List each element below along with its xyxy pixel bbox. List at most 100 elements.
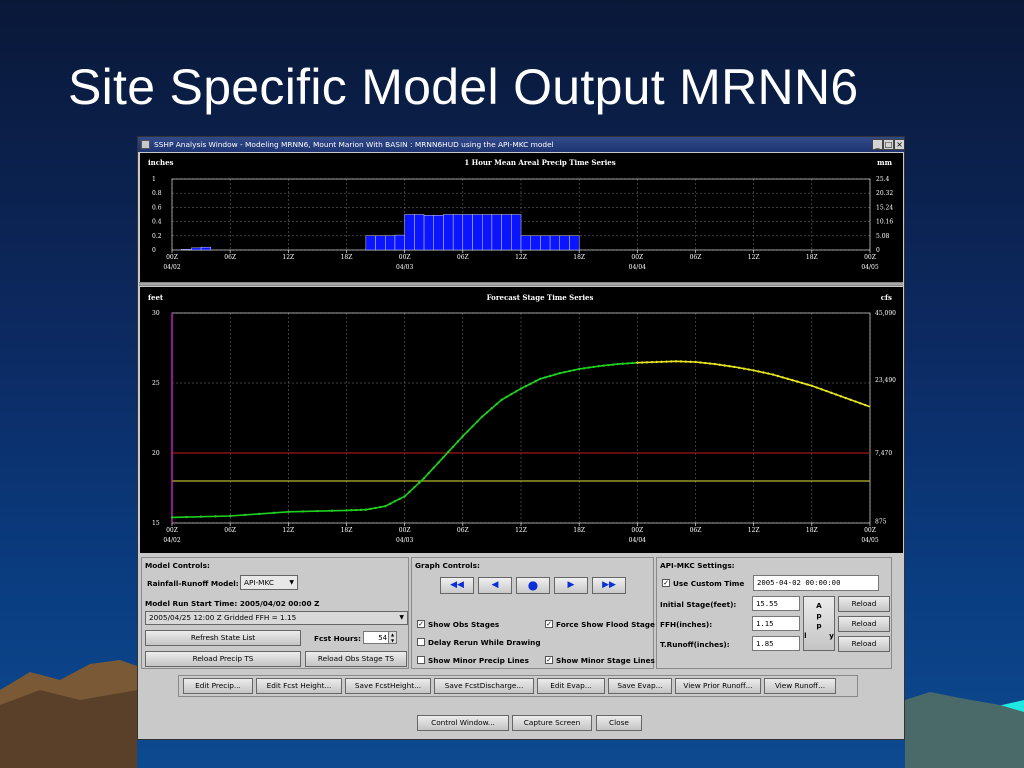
stage-point — [640, 361, 644, 364]
precip-bar — [511, 214, 522, 251]
x-tick-label: 18Z — [341, 254, 353, 261]
t-runoff-label: T.Runoff(inches): — [660, 640, 730, 649]
graph-option-checkbox[interactable]: ✓ — [417, 620, 425, 628]
x-tick-label: 06Z — [690, 254, 702, 261]
control-window-button[interactable]: Control Window... — [417, 715, 509, 731]
reload-precip-button[interactable]: Reload Precip TS — [145, 651, 301, 667]
maximize-icon[interactable]: □ — [883, 139, 894, 150]
precip-bar — [433, 215, 444, 251]
split-pane-divider[interactable] — [139, 282, 903, 286]
model-controls-panel: Model Controls: Rainfall-Runoff Model: A… — [141, 557, 409, 669]
reload-stage-button[interactable]: Reload — [838, 596, 890, 612]
fast-forward-button[interactable]: ▶▶ — [592, 577, 626, 594]
capture-screen-button[interactable]: Capture Screen — [512, 715, 592, 731]
stage-point — [364, 508, 368, 511]
window-menu-icon[interactable] — [141, 140, 150, 149]
stage-point — [650, 360, 654, 364]
precip-bar — [394, 234, 405, 251]
precip-y-tick-right: 25.4 — [876, 176, 890, 183]
stage-point — [611, 363, 615, 366]
stage-point — [728, 365, 731, 368]
close-icon[interactable]: × — [894, 139, 904, 150]
stage-point — [495, 402, 498, 406]
rewind-button[interactable]: ◀◀ — [440, 577, 474, 594]
stage-point — [548, 374, 552, 378]
stage-point — [708, 362, 712, 365]
initial-stage-field[interactable]: 15.55 — [752, 596, 800, 611]
fast-forward-icon: ▶▶ — [602, 580, 616, 590]
ffh-select[interactable]: 2005/04/25 12:00 Z Gridded FFH = 1.15 ▼ — [145, 611, 408, 625]
precip-bar — [520, 235, 531, 251]
refresh-state-list-button[interactable]: Refresh State List — [145, 630, 301, 646]
reload-runoff-button[interactable]: Reload — [838, 636, 890, 652]
spinner-arrows-icon[interactable]: ▲ ▼ — [388, 631, 397, 644]
step-forward-button[interactable]: ▶ — [554, 577, 588, 594]
fcst-hours-label: Fcst Hours: — [314, 634, 361, 643]
close-button[interactable]: Close — [596, 715, 642, 731]
stage-point — [359, 508, 363, 512]
stage-point — [330, 509, 334, 512]
stage-point — [301, 510, 305, 513]
stage-point — [679, 360, 683, 363]
x-tick-label: 12Z — [282, 254, 294, 261]
stage-point — [539, 377, 542, 380]
stage-point — [771, 373, 775, 376]
precip-y-tick-left: 1 — [152, 176, 156, 183]
stage-point — [447, 450, 450, 454]
minimize-icon[interactable]: _ — [872, 139, 883, 150]
graph-option-checkbox[interactable]: ✓ — [545, 620, 553, 628]
action-button[interactable]: Edit Precip... — [183, 678, 253, 694]
rr-model-select[interactable]: API-MKC ▼ — [240, 575, 298, 590]
precip-y-tick-right: 15.24 — [876, 204, 893, 211]
stage-point — [805, 383, 809, 386]
action-button[interactable]: View Prior Runoff... — [675, 678, 761, 694]
graph-controls-panel: Graph Controls: ◀◀ ◀ ● ▶ ▶▶ ✓ Show Obs St… — [411, 557, 655, 669]
graph-option-checkbox[interactable] — [417, 656, 425, 664]
stage-point — [384, 505, 387, 508]
x-date-label: 04/02 — [163, 537, 180, 544]
stage-point — [781, 376, 784, 379]
use-custom-time-checkbox[interactable]: ✓ — [662, 579, 670, 587]
graph-option-checkbox[interactable] — [417, 638, 425, 646]
t-runoff-field[interactable]: 1.85 — [752, 636, 800, 651]
stage-point — [718, 363, 721, 366]
window-titlebar[interactable]: SSHP Analysis Window - Modeling MRNN6, M… — [138, 137, 904, 152]
stage-point — [631, 361, 634, 365]
stage-point — [422, 477, 426, 480]
stage-point — [854, 400, 857, 403]
graph-option-checkbox[interactable]: ✓ — [545, 656, 553, 664]
ffh-field[interactable]: 1.15 — [752, 616, 800, 631]
stage-y-tick-right: 875 — [875, 519, 887, 526]
action-button[interactable]: View Runoff... — [764, 678, 836, 694]
action-button[interactable]: Save Evap... — [608, 678, 672, 694]
action-button[interactable]: Save FcstHeight... — [345, 678, 431, 694]
stage-point — [602, 364, 605, 367]
x-tick-label: 12Z — [748, 254, 760, 261]
stage-point — [214, 515, 217, 518]
action-button-bar: Edit Precip... Edit Fcst Height... Save Fc… — [178, 675, 858, 697]
custom-time-field[interactable]: 2005-04-02 00:00:00 — [753, 575, 879, 591]
action-button[interactable]: Edit Fcst Height... — [256, 678, 342, 694]
stage-point — [597, 365, 600, 368]
stage-point — [466, 430, 469, 433]
reload-ffh-button[interactable]: Reload — [838, 616, 890, 632]
initial-stage-label: Initial Stage(feet): — [660, 600, 737, 609]
current-button[interactable]: ● — [516, 577, 550, 594]
chevron-down-icon: ▼ — [289, 579, 294, 586]
action-button[interactable]: Edit Evap... — [537, 678, 605, 694]
apply-button[interactable]: A p p l y — [803, 596, 835, 651]
stage-point — [199, 515, 203, 518]
reload-obs-stage-button[interactable]: Reload Obs Stage TS — [305, 651, 407, 667]
step-back-button[interactable]: ◀ — [478, 577, 512, 594]
ffh-select-value: 2005/04/25 12:00 Z Gridded FFH = 1.15 — [149, 613, 297, 622]
stage-point — [825, 389, 828, 393]
graph-option-label: Show Minor Precip Lines — [428, 656, 529, 665]
model-controls-title: Model Controls: — [145, 561, 210, 570]
stage-y-tick-left: 20 — [152, 450, 160, 457]
x-tick-label: 00Z — [864, 527, 876, 534]
stage-point — [544, 376, 547, 379]
precip-y-tick-left: 0.2 — [152, 233, 162, 240]
action-button[interactable]: Save FcstDischarge... — [434, 678, 534, 694]
precip-y-tick-left: 0.8 — [152, 190, 162, 197]
x-tick-label: 06Z — [224, 254, 236, 261]
